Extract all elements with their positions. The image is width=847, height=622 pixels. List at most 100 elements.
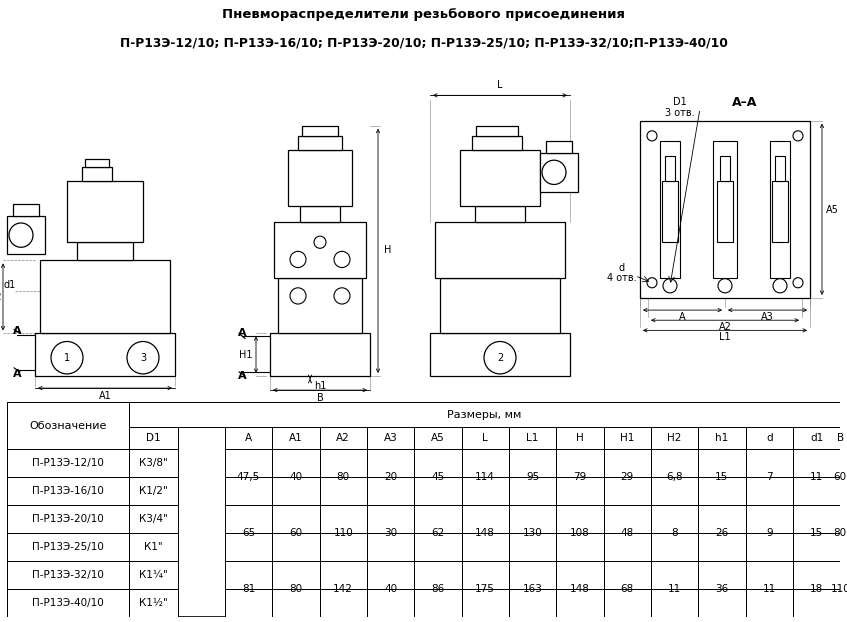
Text: 114: 114 — [475, 472, 495, 482]
Text: 62: 62 — [431, 528, 445, 538]
Bar — [509, 505, 556, 533]
Text: К1": К1" — [144, 542, 163, 552]
Circle shape — [647, 277, 657, 288]
Bar — [462, 427, 509, 449]
Bar — [430, 333, 570, 376]
Bar — [224, 427, 272, 449]
Bar — [435, 222, 565, 277]
Bar — [224, 449, 272, 477]
Text: 29: 29 — [621, 472, 634, 482]
Circle shape — [718, 279, 732, 293]
Bar — [272, 449, 319, 477]
Text: 11: 11 — [762, 584, 776, 594]
Bar — [77, 242, 133, 261]
Bar — [640, 121, 810, 298]
Text: 45: 45 — [431, 472, 445, 482]
Text: A5: A5 — [431, 434, 445, 443]
Text: 3 отв.: 3 отв. — [665, 108, 695, 118]
Text: H2: H2 — [667, 434, 682, 443]
Text: 15: 15 — [715, 472, 728, 482]
Text: 110: 110 — [830, 584, 847, 594]
Text: 8: 8 — [671, 528, 678, 538]
Bar — [367, 427, 414, 449]
Bar — [476, 126, 518, 136]
Text: П-Р13Э-20/10: П-Р13Э-20/10 — [32, 514, 103, 524]
Bar — [745, 477, 793, 505]
Bar — [698, 561, 745, 589]
Bar — [509, 533, 556, 561]
Text: A2: A2 — [336, 434, 350, 443]
Bar — [640, 121, 810, 298]
Bar — [367, 561, 414, 589]
Circle shape — [793, 277, 803, 288]
Circle shape — [773, 279, 787, 293]
Text: 26: 26 — [715, 528, 728, 538]
Text: 36: 36 — [715, 584, 728, 594]
Text: D1: D1 — [146, 434, 160, 443]
Bar — [509, 477, 556, 505]
Bar — [604, 449, 650, 477]
Bar — [713, 141, 737, 277]
Text: A1: A1 — [98, 391, 111, 401]
Bar — [698, 477, 745, 505]
Bar — [793, 427, 840, 449]
Bar — [556, 449, 604, 477]
Text: 4 отв.: 4 отв. — [607, 272, 637, 282]
Text: А–А: А–А — [733, 96, 758, 109]
Circle shape — [793, 131, 803, 141]
Text: A3: A3 — [384, 434, 397, 443]
Bar — [319, 477, 367, 505]
Text: 175: 175 — [475, 584, 495, 594]
Text: h1: h1 — [313, 381, 326, 391]
Bar — [224, 589, 272, 617]
Bar — [793, 533, 840, 561]
Bar — [556, 477, 604, 505]
Bar — [462, 505, 509, 533]
Bar — [302, 126, 338, 136]
Bar — [7, 533, 129, 561]
Bar — [509, 561, 556, 589]
Bar — [300, 206, 340, 222]
Text: A: A — [245, 434, 252, 443]
Bar — [414, 427, 462, 449]
Bar — [319, 533, 367, 561]
Text: B: B — [317, 393, 324, 403]
Text: B: B — [837, 434, 844, 443]
Bar — [650, 505, 698, 533]
Text: h1: h1 — [715, 434, 728, 443]
Text: 40: 40 — [384, 584, 397, 594]
Bar — [650, 589, 698, 617]
Text: A1: A1 — [289, 434, 302, 443]
Text: Обозначение: Обозначение — [29, 421, 107, 431]
Bar — [556, 589, 604, 617]
Text: A: A — [238, 328, 246, 338]
Bar — [745, 561, 793, 589]
Text: 18: 18 — [810, 584, 823, 594]
Bar — [604, 533, 650, 561]
Text: 108: 108 — [570, 528, 590, 538]
Text: 80: 80 — [290, 584, 302, 594]
Bar — [698, 533, 745, 561]
Bar — [367, 589, 414, 617]
Text: 65: 65 — [242, 528, 255, 538]
Text: 68: 68 — [621, 584, 634, 594]
Bar — [414, 561, 462, 589]
Text: К3/4": К3/4" — [139, 514, 168, 524]
Text: 95: 95 — [526, 472, 540, 482]
Text: L: L — [497, 80, 503, 90]
Text: К1¼": К1¼" — [139, 570, 168, 580]
Text: 11: 11 — [668, 584, 681, 594]
Bar — [793, 505, 840, 533]
Bar — [660, 141, 680, 277]
Bar — [129, 533, 178, 561]
Bar — [270, 333, 370, 376]
Text: К1½": К1½" — [139, 598, 168, 608]
Text: П-Р13Э-40/10: П-Р13Э-40/10 — [32, 598, 103, 608]
Text: 7: 7 — [766, 472, 772, 482]
Text: L1: L1 — [526, 434, 539, 443]
Text: К3/8": К3/8" — [139, 458, 168, 468]
Bar — [82, 167, 112, 182]
Text: d: d — [619, 262, 625, 272]
Bar — [460, 150, 540, 206]
Bar — [272, 533, 319, 561]
